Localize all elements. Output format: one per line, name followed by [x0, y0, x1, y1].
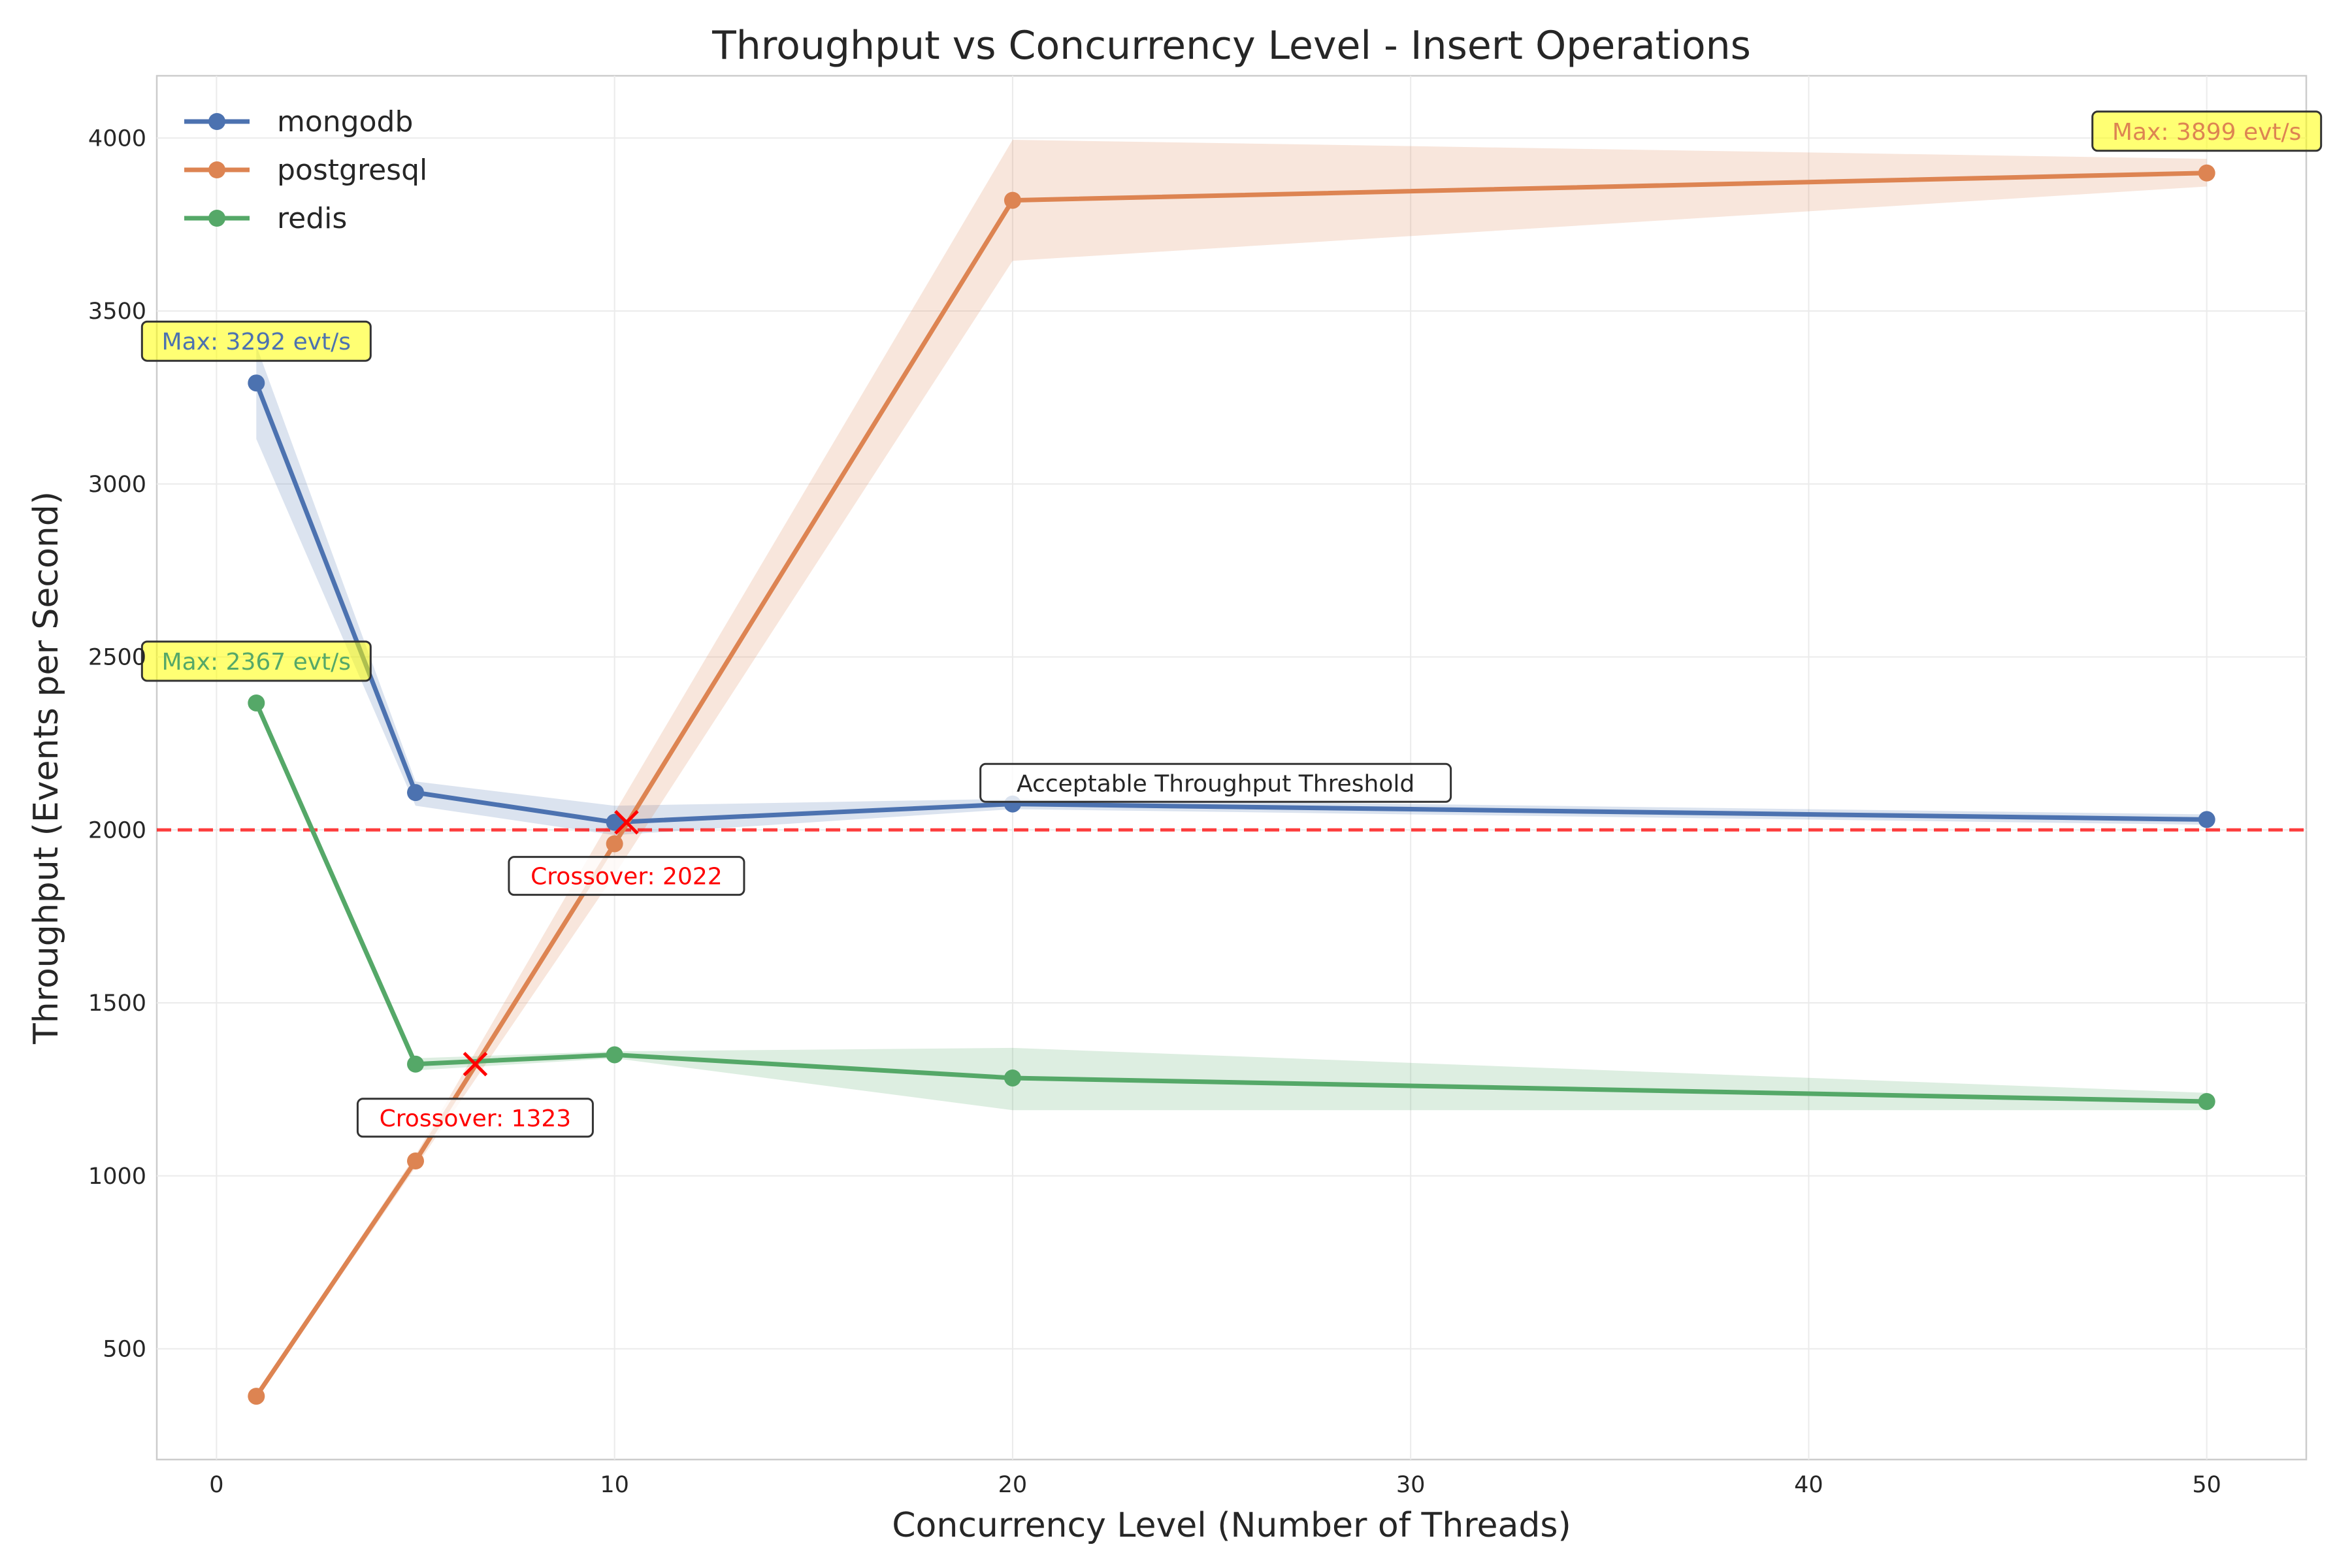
max-label-postgresql-text: Max: 3899 evt/s — [2112, 119, 2302, 146]
crossover-markers — [463, 809, 639, 1077]
max-label-redis: Max: 2367 evt/s — [140, 640, 372, 682]
annotations: Max: 3292 evt/s Max: 3899 evt/s Max: 2367 … — [140, 110, 2323, 1138]
x-axis-title: Concurrency Level (Number of Threads) — [892, 1506, 1571, 1545]
max-label-postgresql-box — [2091, 110, 2323, 152]
legend-item-mongodb: mongodb — [184, 105, 413, 139]
crossover-label: Crossover: 1323 — [356, 1098, 594, 1138]
legend-item-redis: redis — [184, 202, 347, 235]
x-tick-label: 40 — [1794, 1472, 1823, 1498]
y-tick-label: 1500 — [88, 990, 146, 1017]
point-redis — [606, 1046, 623, 1064]
crossover-label: Crossover: 2022 — [508, 856, 745, 896]
x-tick-label: 50 — [2192, 1472, 2221, 1498]
y-tick-label: 2000 — [88, 817, 146, 843]
max-label-redis-text: Max: 2367 evt/s — [162, 649, 351, 676]
point-mongodb — [2198, 811, 2215, 828]
x-tick-label: 30 — [1396, 1472, 1426, 1498]
error-bands — [256, 139, 2207, 1399]
threshold-label-box — [979, 762, 1452, 803]
point-postgresql — [248, 1388, 265, 1405]
point-postgresql — [2198, 164, 2215, 182]
plot-area: Max: 3292 evt/s Max: 3899 evt/s Max: 2367 … — [140, 74, 2323, 1461]
max-label-postgresql: Max: 3899 evt/s — [2091, 110, 2323, 152]
point-mongodb — [248, 374, 265, 392]
point-redis — [2198, 1092, 2215, 1110]
point-redis — [407, 1055, 425, 1073]
crossover-marker — [614, 809, 639, 835]
chart-title: Throughput vs Concurrency Level - Insert… — [711, 23, 1751, 69]
point-redis — [1004, 1069, 1021, 1086]
crossover-marker — [463, 1052, 488, 1077]
threshold-label-text: Acceptable Throughput Threshold — [1017, 770, 1414, 797]
band-mongodb — [256, 346, 2207, 836]
max-label-redis-box — [140, 640, 372, 682]
y-tick-label: 1000 — [88, 1164, 146, 1190]
point-mongodb — [606, 813, 623, 831]
crossover-label-box — [508, 856, 745, 896]
y-tick-label: 2500 — [88, 645, 146, 671]
max-label-mongodb: Max: 3292 evt/s — [140, 320, 372, 362]
max-label-mongodb-box — [140, 320, 372, 362]
legend-swatch-marker — [208, 210, 225, 227]
y-tick-label: 4000 — [88, 125, 146, 152]
legend-swatch-marker — [208, 161, 225, 178]
crossover-label-text: Crossover: 1323 — [380, 1105, 572, 1132]
crossover-label-text: Crossover: 2022 — [531, 864, 723, 890]
legend-label: redis — [277, 202, 347, 235]
legend-swatch-marker — [208, 113, 225, 130]
point-mongodb — [407, 784, 425, 802]
legend-label: postgresql — [277, 154, 427, 187]
y-tick-labels: 500 1000 1500 2000 2500 3000 3500 4000 — [88, 125, 146, 1362]
legend: mongodb postgresql redis — [184, 105, 427, 235]
y-tick-label: 3500 — [88, 299, 146, 325]
legend-item-postgresql: postgresql — [184, 154, 427, 187]
point-redis — [248, 694, 265, 711]
max-label-mongodb-text: Max: 3292 evt/s — [162, 329, 351, 355]
x-tick-label: 10 — [600, 1472, 629, 1498]
x-tick-label: 20 — [998, 1472, 1028, 1498]
y-tick-label: 3000 — [88, 472, 146, 498]
legend-label: mongodb — [277, 105, 413, 139]
point-postgresql — [1004, 191, 1021, 209]
crossover-label-box — [356, 1098, 594, 1138]
y-tick-label: 500 — [103, 1337, 146, 1363]
band-postgresql — [256, 139, 2207, 1399]
x-tick-label: 0 — [209, 1472, 223, 1498]
point-postgresql — [606, 835, 623, 853]
x-tick-labels: 0 10 20 30 40 50 — [209, 1472, 2221, 1498]
y-axis-title: Throughput (Events per Second) — [27, 491, 66, 1045]
threshold-label: Acceptable Throughput Threshold — [979, 762, 1452, 803]
point-postgresql — [407, 1152, 425, 1170]
